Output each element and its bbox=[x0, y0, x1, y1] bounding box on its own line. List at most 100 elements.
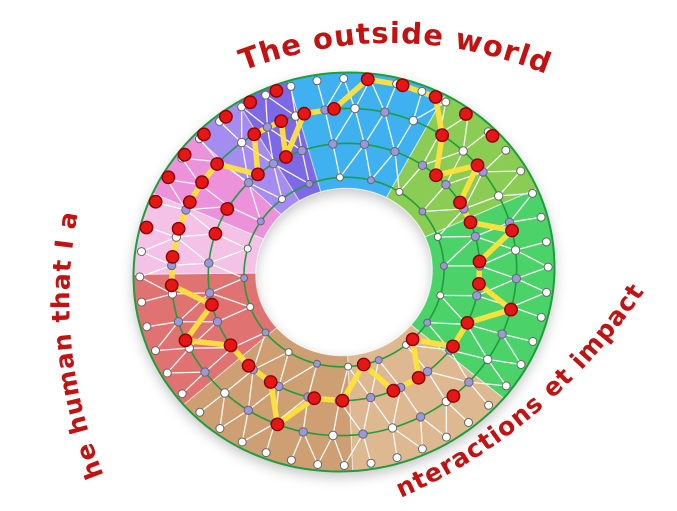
red-node bbox=[195, 175, 209, 190]
mesh-edge bbox=[354, 108, 366, 145]
mesh-edge bbox=[362, 433, 372, 464]
red-node bbox=[360, 72, 375, 87]
node bbox=[541, 237, 551, 247]
mesh-edge bbox=[290, 431, 304, 461]
node bbox=[516, 166, 526, 176]
mesh-edge bbox=[515, 249, 549, 268]
mesh-edge bbox=[204, 347, 233, 373]
node bbox=[298, 427, 308, 437]
red-node bbox=[297, 106, 312, 121]
red-node bbox=[164, 278, 179, 293]
node bbox=[261, 90, 271, 100]
node bbox=[358, 429, 368, 439]
red-node bbox=[453, 195, 467, 210]
mesh-edge bbox=[412, 91, 423, 121]
mesh-edge bbox=[476, 278, 517, 297]
node bbox=[497, 329, 507, 339]
node bbox=[142, 322, 152, 332]
node bbox=[387, 423, 398, 433]
mesh-edge bbox=[209, 292, 251, 308]
mesh-edge bbox=[498, 170, 522, 197]
node bbox=[417, 86, 427, 96]
mesh-edge bbox=[141, 236, 177, 253]
mesh-edge bbox=[482, 149, 507, 173]
red-node bbox=[210, 157, 225, 171]
node bbox=[243, 405, 254, 415]
label-outside-world: The outside world bbox=[234, 16, 556, 81]
node bbox=[439, 261, 448, 270]
mesh-edge bbox=[252, 332, 267, 370]
node bbox=[220, 388, 230, 398]
node bbox=[246, 303, 255, 311]
node bbox=[284, 348, 293, 357]
mesh-edge bbox=[264, 95, 269, 128]
mesh-edge bbox=[511, 291, 547, 308]
wheel-diagram bbox=[132, 71, 556, 473]
red-node bbox=[429, 168, 443, 183]
mesh-edge bbox=[463, 195, 499, 210]
mesh-edge bbox=[515, 241, 547, 251]
mesh-edge bbox=[139, 276, 173, 295]
node bbox=[177, 389, 187, 399]
mesh-edge bbox=[219, 409, 249, 430]
label-outside-world-text: The outside world bbox=[234, 16, 555, 81]
red-node bbox=[411, 370, 426, 385]
mesh-edge bbox=[265, 94, 296, 117]
node bbox=[243, 244, 252, 253]
mesh-edge bbox=[248, 182, 283, 200]
node bbox=[204, 288, 215, 298]
red-node bbox=[220, 202, 235, 216]
mesh-edge bbox=[167, 371, 206, 374]
node bbox=[422, 366, 433, 377]
mesh-edge bbox=[427, 370, 470, 383]
node bbox=[366, 392, 376, 403]
mesh-edge bbox=[509, 216, 542, 223]
node bbox=[458, 146, 468, 156]
node bbox=[200, 367, 210, 377]
mesh-edge bbox=[347, 366, 372, 398]
mesh-edge bbox=[509, 192, 534, 223]
mesh-edge bbox=[228, 205, 262, 222]
node bbox=[313, 460, 323, 469]
node bbox=[390, 146, 400, 157]
mesh-edge bbox=[247, 369, 254, 411]
mesh-edge bbox=[301, 150, 310, 185]
mesh-edge bbox=[141, 293, 173, 303]
red-node bbox=[247, 127, 262, 142]
node bbox=[472, 291, 482, 301]
red-node bbox=[161, 170, 176, 185]
mesh-edge bbox=[290, 86, 297, 117]
node bbox=[305, 179, 314, 188]
mesh-edge bbox=[370, 359, 380, 398]
node bbox=[408, 115, 418, 126]
red-node bbox=[165, 249, 180, 264]
red-node bbox=[241, 358, 256, 373]
red-nodes bbox=[139, 72, 519, 432]
red-node bbox=[458, 107, 473, 121]
mesh-edge bbox=[219, 392, 226, 429]
mesh-edge bbox=[278, 351, 290, 387]
mesh-edge bbox=[272, 163, 283, 200]
node bbox=[470, 231, 480, 242]
red-node bbox=[335, 393, 350, 408]
mesh-edge bbox=[317, 435, 334, 465]
node bbox=[297, 145, 307, 156]
red-node bbox=[243, 95, 258, 110]
red-node bbox=[504, 302, 518, 317]
node bbox=[441, 180, 451, 190]
mesh-edge bbox=[378, 359, 402, 389]
red-node bbox=[463, 215, 478, 230]
red-node bbox=[196, 127, 211, 142]
mesh-edge bbox=[449, 349, 470, 383]
mesh-edge bbox=[501, 333, 522, 365]
node bbox=[212, 317, 223, 327]
mesh-edge bbox=[422, 208, 464, 213]
mesh-edge bbox=[209, 277, 245, 294]
node bbox=[536, 212, 546, 222]
mesh-edge bbox=[307, 363, 318, 398]
mesh-edge bbox=[181, 371, 206, 395]
mesh-edge bbox=[468, 381, 507, 387]
red-node bbox=[177, 147, 192, 162]
node bbox=[441, 97, 451, 107]
